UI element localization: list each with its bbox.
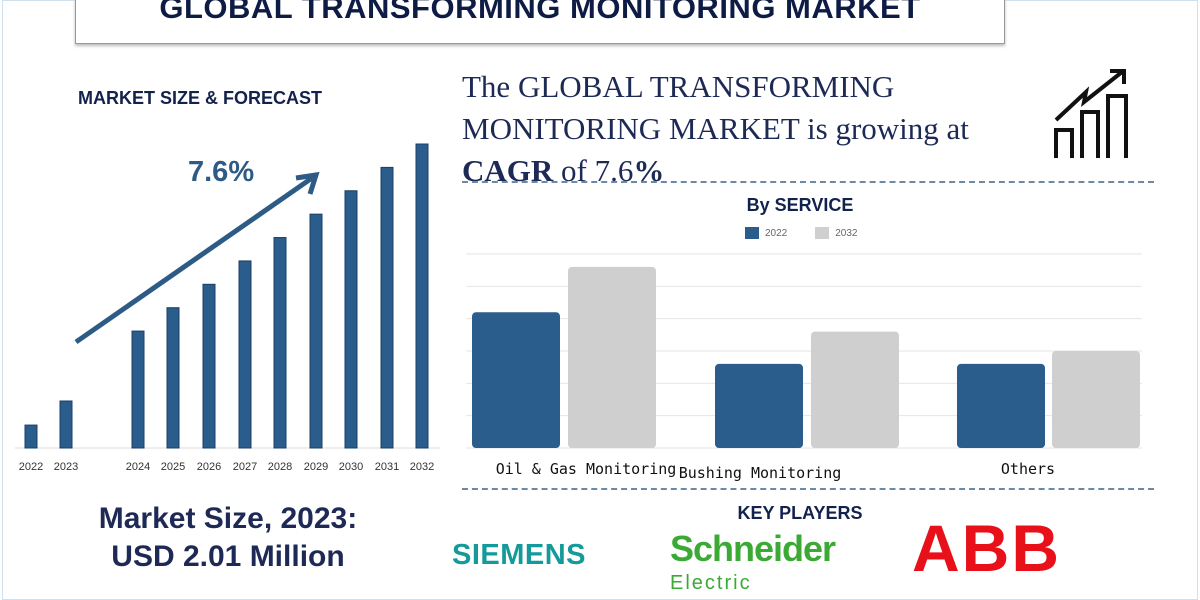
siemens-logo: SIEMENS [452, 539, 587, 571]
forecast-bar [273, 237, 287, 449]
title-box: GLOBAL TRANSFORMING MONITORING MARKET [75, 0, 1005, 44]
schneider-electric-logo: Schneider Electric [670, 528, 836, 594]
category-label: Others [1001, 460, 1055, 478]
forecast-bar [131, 330, 145, 449]
category-label: Oil & Gas Monitoring [496, 460, 677, 478]
market-size: Market Size, 2023: USD 2.01 Million [58, 500, 398, 576]
forecast-bar [24, 424, 38, 449]
legend-label-2022: 2022 [765, 227, 788, 239]
growth-arrow [74, 175, 314, 345]
service-legend: 2022 2032 [745, 227, 858, 239]
year-label: 2025 [161, 461, 185, 473]
service-bar-2032 [1052, 351, 1140, 448]
headline: The GLOBAL TRANSFORMING MONITORING MARKE… [462, 66, 1062, 192]
bar-chart-growth-arrow-icon [1054, 69, 1128, 158]
page-title: GLOBAL TRANSFORMING MONITORING MARKET [159, 0, 921, 25]
headline-line1: The GLOBAL TRANSFORMING [462, 69, 895, 104]
service-bar-2022 [472, 312, 560, 448]
year-label: 2026 [197, 461, 221, 473]
abb-logo: ABB [912, 511, 1061, 585]
year-label: 2022 [19, 461, 43, 473]
year-label: 2028 [268, 461, 292, 473]
forecast-bar [59, 400, 73, 449]
divider-top [462, 181, 1154, 183]
legend-swatch-2032 [815, 227, 830, 239]
year-label: 2024 [126, 461, 150, 473]
forecast-heading: MARKET SIZE & FORECAST [78, 88, 323, 108]
growth-arrow-head [295, 171, 320, 195]
forecast-chart: 2022 2023 2024 2025 2026 2027 2028 2029 2030 2031… [15, 143, 440, 473]
year-label: 2029 [304, 461, 328, 473]
service-bar-2032 [811, 331, 899, 448]
cagr-annotation: 7.6% [188, 156, 255, 188]
forecast-bar [166, 307, 180, 449]
divider-bottom [462, 488, 1154, 490]
year-label: 2027 [233, 461, 257, 473]
forecast-bar [238, 260, 252, 449]
legend-swatch-2022 [745, 227, 759, 239]
service-bar-2022 [715, 363, 803, 448]
year-label: 2030 [339, 461, 363, 473]
category-label: Bushing Monitoring [679, 464, 842, 482]
forecast-bar [309, 213, 323, 449]
forecast-bar [380, 166, 394, 449]
market-size-line2: USD 2.01 Million [111, 540, 345, 573]
forecast-bar [344, 190, 358, 449]
service-bar-2032 [568, 266, 656, 448]
year-label: 2023 [54, 461, 78, 473]
service-bar-2022 [957, 363, 1045, 448]
key-players-heading: KEY PLAYERS [737, 503, 863, 523]
forecast-bar [202, 283, 216, 449]
headline-line2: MONITORING MARKET is growing at [462, 111, 969, 146]
market-size-line1: Market Size, 2023: [98, 502, 358, 535]
service-chart: Oil & Gas Monitoring Bushing Monitoring Ot… [466, 253, 1142, 482]
year-label: 2032 [410, 461, 434, 473]
service-chart-title: By SERVICE [746, 195, 854, 215]
forecast-bar [415, 143, 429, 449]
year-label: 2031 [375, 461, 399, 473]
legend-label-2032: 2032 [835, 227, 858, 239]
